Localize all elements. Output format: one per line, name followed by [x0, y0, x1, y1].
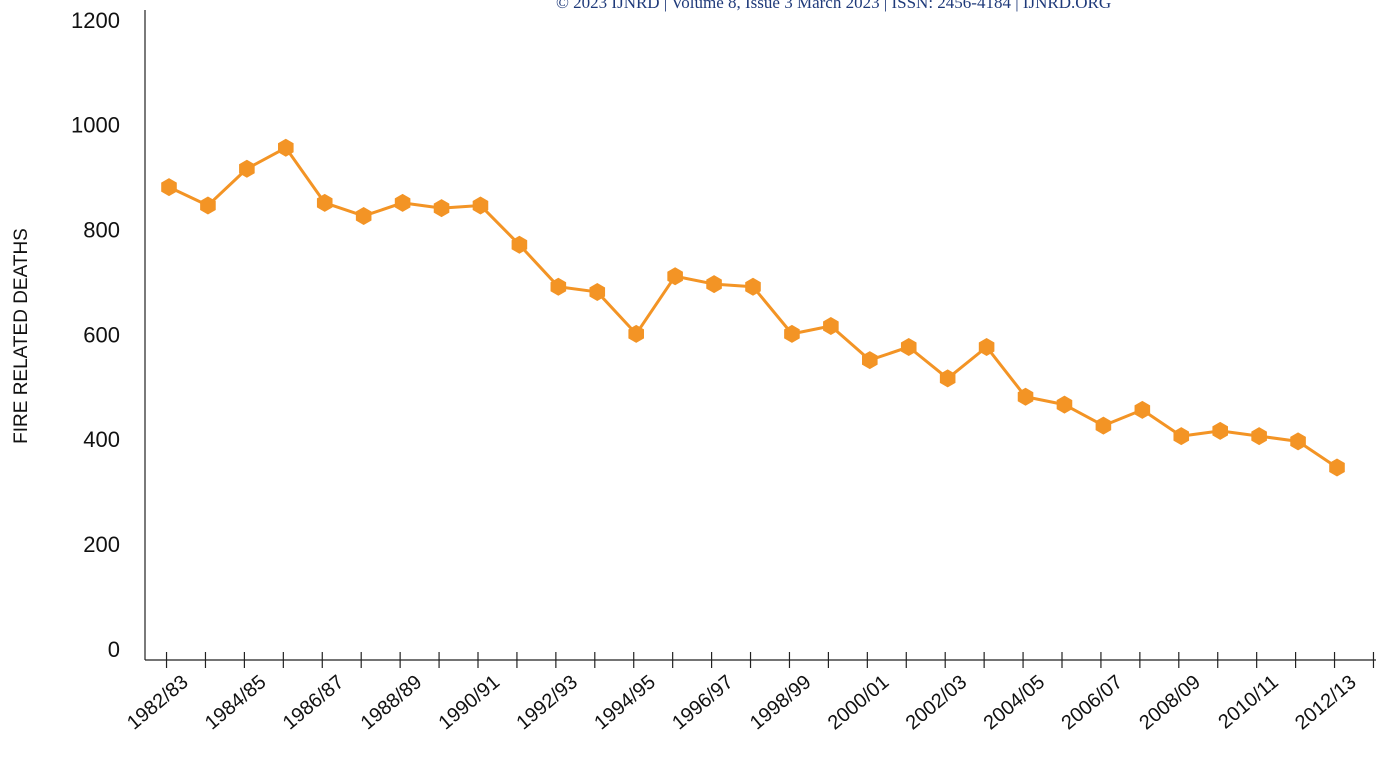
y-tick-label: 400 [83, 427, 120, 452]
chart: © 2023 IJNRD | Volume 8, Issue 3 March 2… [0, 0, 1384, 776]
data-line [169, 148, 1337, 468]
x-tick-label: 1988/89 [357, 671, 427, 734]
x-tick-label: 2010/11 [1214, 671, 1282, 733]
y-tick-label: 600 [83, 322, 120, 347]
x-tick-label: 1984/85 [201, 671, 271, 734]
data-point [1251, 427, 1267, 445]
x-tick-label: 1990/91 [435, 671, 505, 734]
x-tick-label: 1992/93 [512, 671, 582, 734]
data-point [434, 199, 450, 217]
x-tick-label: 2002/03 [902, 671, 972, 734]
data-point [1096, 417, 1112, 435]
data-point [1135, 401, 1151, 419]
data-point [395, 194, 411, 212]
x-tick-label: 2004/05 [980, 671, 1050, 734]
x-tick-label: 2000/01 [824, 671, 894, 734]
page-header: © 2023 IJNRD | Volume 8, Issue 3 March 2… [556, 0, 1111, 12]
x-tick-label: 1994/95 [590, 671, 660, 734]
data-point [161, 178, 177, 196]
x-tick-label: 1986/87 [279, 671, 349, 734]
y-tick-label: 1200 [71, 8, 120, 33]
data-point [706, 275, 722, 293]
y-tick-label: 1000 [71, 113, 120, 138]
y-tick-label: 0 [108, 637, 120, 662]
x-tick-label: 1982/83 [123, 671, 193, 734]
x-tick-label: 2008/09 [1135, 671, 1205, 734]
y-tick-label: 200 [83, 532, 120, 557]
data-point [1329, 459, 1345, 477]
data-point [1173, 427, 1189, 445]
data-point [1212, 422, 1228, 440]
data-point [1290, 432, 1306, 450]
x-tick-label: 2012/13 [1291, 671, 1361, 734]
data-point [356, 207, 372, 225]
x-tick-label: 1996/97 [668, 671, 738, 734]
x-tick-label: 1998/99 [746, 671, 816, 734]
data-point [1057, 396, 1073, 414]
y-axis-title: FIRE RELATED DEATHS [11, 228, 32, 444]
x-tick-label: 2006/07 [1057, 671, 1127, 734]
y-tick-label: 800 [83, 217, 120, 242]
